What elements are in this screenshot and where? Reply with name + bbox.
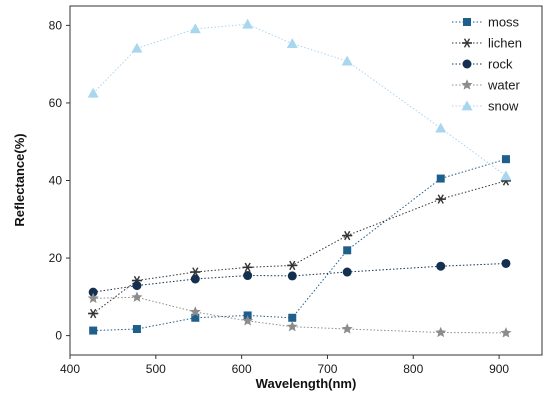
- y-axis-ticks: 0 20 40 60 80: [49, 18, 70, 343]
- x-tick-label: 500: [146, 362, 166, 376]
- series-lines: [92, 23, 507, 334]
- legend: moss lichen rock water snow: [452, 15, 522, 114]
- data-point-lichen: [242, 262, 253, 273]
- data-point-lichen: [342, 230, 353, 241]
- y-axis-title: Reflectance(%): [12, 133, 27, 226]
- legend-marker-rock: [462, 59, 472, 69]
- legend-label-lichen: lichen: [488, 36, 522, 51]
- data-point-rock: [501, 258, 511, 268]
- x-tick-label: 600: [232, 362, 252, 376]
- legend-label-moss: moss: [488, 15, 520, 30]
- data-point-water: [435, 326, 447, 338]
- y-tick-label: 0: [55, 329, 62, 343]
- data-point-snow: [131, 42, 143, 53]
- data-point-snow: [500, 170, 512, 181]
- data-point-snow: [286, 38, 298, 49]
- x-axis-ticks: 400 500 600 700 800 900: [60, 355, 509, 376]
- x-axis-title: Wavelength(nm): [256, 376, 357, 391]
- data-point-snow: [341, 55, 353, 66]
- series-line-rock: [93, 262, 506, 293]
- y-tick-label: 40: [49, 174, 63, 188]
- plot-frame: [69, 5, 543, 356]
- data-point-lichen: [287, 260, 298, 271]
- legend-label-snow: snow: [488, 99, 519, 114]
- data-point-water: [341, 323, 353, 334]
- data-point-moss: [89, 326, 98, 335]
- data-point-rock: [190, 274, 200, 284]
- y-tick-label: 20: [49, 251, 63, 265]
- data-point-lichen: [88, 308, 99, 319]
- data-point-snow: [87, 87, 99, 98]
- data-point-moss: [501, 155, 510, 164]
- data-point-water: [189, 306, 201, 317]
- legend-label-water: water: [487, 78, 520, 93]
- data-point-rock: [436, 261, 446, 271]
- x-tick-label: 400: [60, 362, 80, 376]
- series-line-lichen: [92, 180, 507, 314]
- y-tick-label: 60: [49, 96, 63, 110]
- y-tick-label: 80: [49, 18, 63, 32]
- series-line-moss: [93, 158, 507, 332]
- data-point-rock: [132, 281, 142, 291]
- legend-marker-moss: [463, 18, 471, 26]
- data-point-water: [500, 327, 512, 338]
- series-line-snow: [92, 23, 507, 177]
- legend-marker-lichen: [462, 38, 472, 48]
- data-point-lichen: [435, 194, 446, 204]
- data-point-water: [131, 291, 143, 302]
- data-point-rock: [342, 267, 352, 277]
- data-point-moss: [288, 313, 297, 322]
- legend-marker-water: [461, 79, 473, 90]
- data-point-moss: [132, 325, 141, 334]
- data-point-moss: [436, 174, 445, 183]
- series-markers: [87, 18, 512, 338]
- data-point-snow: [435, 122, 447, 133]
- data-point-snow: [189, 23, 201, 34]
- data-point-rock: [88, 287, 98, 297]
- data-point-rock: [287, 271, 297, 281]
- x-tick-label: 700: [317, 362, 337, 376]
- data-point-moss: [191, 313, 200, 322]
- data-point-water: [242, 315, 254, 326]
- data-point-snow: [242, 18, 254, 29]
- legend-label-rock: rock: [488, 57, 513, 72]
- x-tick-label: 800: [403, 362, 423, 376]
- legend-marker-snow: [461, 100, 473, 111]
- x-tick-label: 900: [489, 362, 509, 376]
- data-point-moss: [343, 246, 352, 255]
- series-line-water: [93, 296, 506, 334]
- data-point-water: [87, 292, 99, 304]
- data-point-water: [286, 320, 298, 332]
- data-point-rock: [243, 271, 253, 281]
